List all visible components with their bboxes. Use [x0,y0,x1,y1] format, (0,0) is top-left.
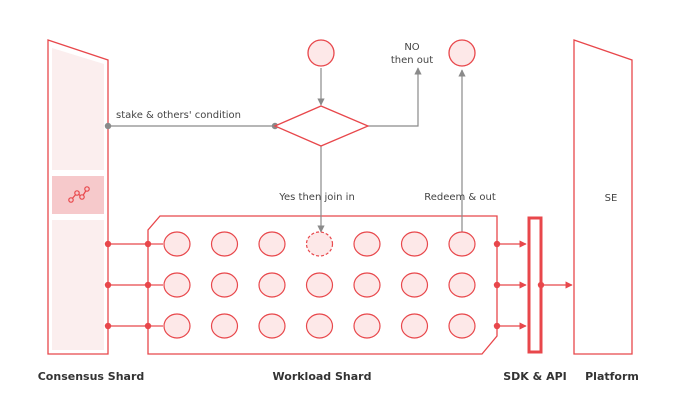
workload-node [258,313,286,339]
consensus-link-dots [104,240,152,330]
workload-node [353,272,381,298]
workload-to-sdk-links [497,240,527,330]
workload-node [163,313,191,339]
yes-join-label: Yes then join in [278,192,355,203]
no-exit-arrow [368,67,422,127]
workload-node [163,272,191,298]
workload-node [448,272,476,298]
workload-node [163,231,191,257]
consensus-shard-title: Consensus Shard [38,370,145,383]
entry-node [307,39,335,67]
workload-node [258,231,286,257]
workload-node [210,272,239,298]
workload-node [305,313,334,339]
workload-node [353,231,381,257]
then-out-label: then out [391,55,433,66]
workload-node [210,313,239,339]
stake-line-start-dot [104,122,112,130]
se-label: SE [605,193,618,204]
no-label: NO [404,42,419,53]
platform-title: Platform [585,370,639,383]
workload-node [400,313,429,339]
flow-lines [108,67,466,233]
stake-condition-label: stake & others' condition [116,110,241,121]
network-graph-icon [68,186,90,203]
workload-node [448,231,476,257]
workload-node [210,231,239,257]
workload-node [400,231,429,257]
workload-shard-title: Workload Shard [273,370,372,383]
workload-node-grid [163,231,476,339]
redeem-out-label: Redeem & out [424,192,496,203]
workload-link-dots [493,240,501,330]
workload-node [305,272,334,298]
workload-node [400,272,429,298]
sdk-link-dot [537,281,545,289]
workload-node [258,272,286,298]
decision-diamond [273,105,370,147]
workload-node [353,313,381,339]
exit-node [448,39,476,67]
platform-panel [573,39,633,355]
workload-node [448,313,476,339]
sdk-api-title: SDK & API [503,370,567,383]
pending-workload-node [305,231,334,257]
consensus-shard-panel [47,39,109,355]
